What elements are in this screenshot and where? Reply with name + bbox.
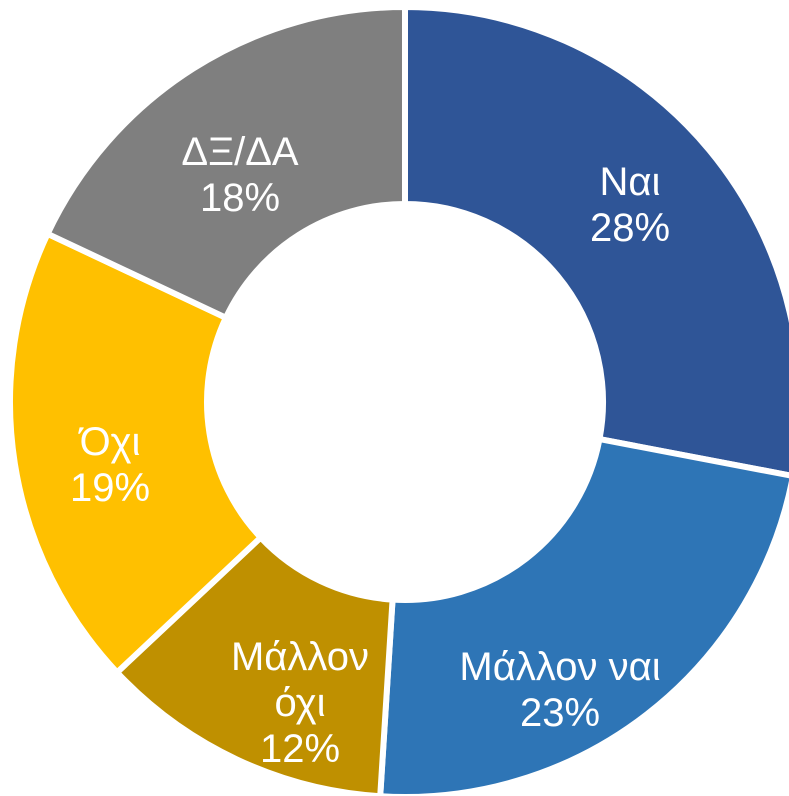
category-label: Όχι bbox=[79, 420, 141, 464]
slice-label: Μάλλον όχι 12% bbox=[215, 634, 385, 772]
slice-label: Όχι 19% bbox=[10, 419, 210, 511]
value-label: 28% bbox=[589, 206, 671, 250]
slice-label: ΔΞ/ΔΑ 18% bbox=[120, 129, 360, 221]
value-label: 18% bbox=[199, 176, 281, 220]
category-label: Ναι bbox=[599, 160, 661, 204]
slice bbox=[377, 435, 789, 796]
value-label: 19% bbox=[69, 466, 151, 510]
slice-label: Ναι 28% bbox=[480, 159, 780, 251]
value-label: 12% bbox=[259, 727, 341, 771]
value-label: 23% bbox=[519, 691, 601, 735]
slice bbox=[112, 533, 396, 796]
slice-label: Μάλλον ναι 23% bbox=[410, 644, 710, 736]
category-label: ΔΞ/ΔΑ bbox=[181, 130, 299, 174]
category-label: Μάλλον ναι bbox=[459, 645, 661, 689]
slice bbox=[43, 3, 408, 322]
slice bbox=[402, 3, 789, 479]
category-label: Μάλλον όχι bbox=[230, 635, 370, 725]
slice bbox=[7, 229, 265, 677]
